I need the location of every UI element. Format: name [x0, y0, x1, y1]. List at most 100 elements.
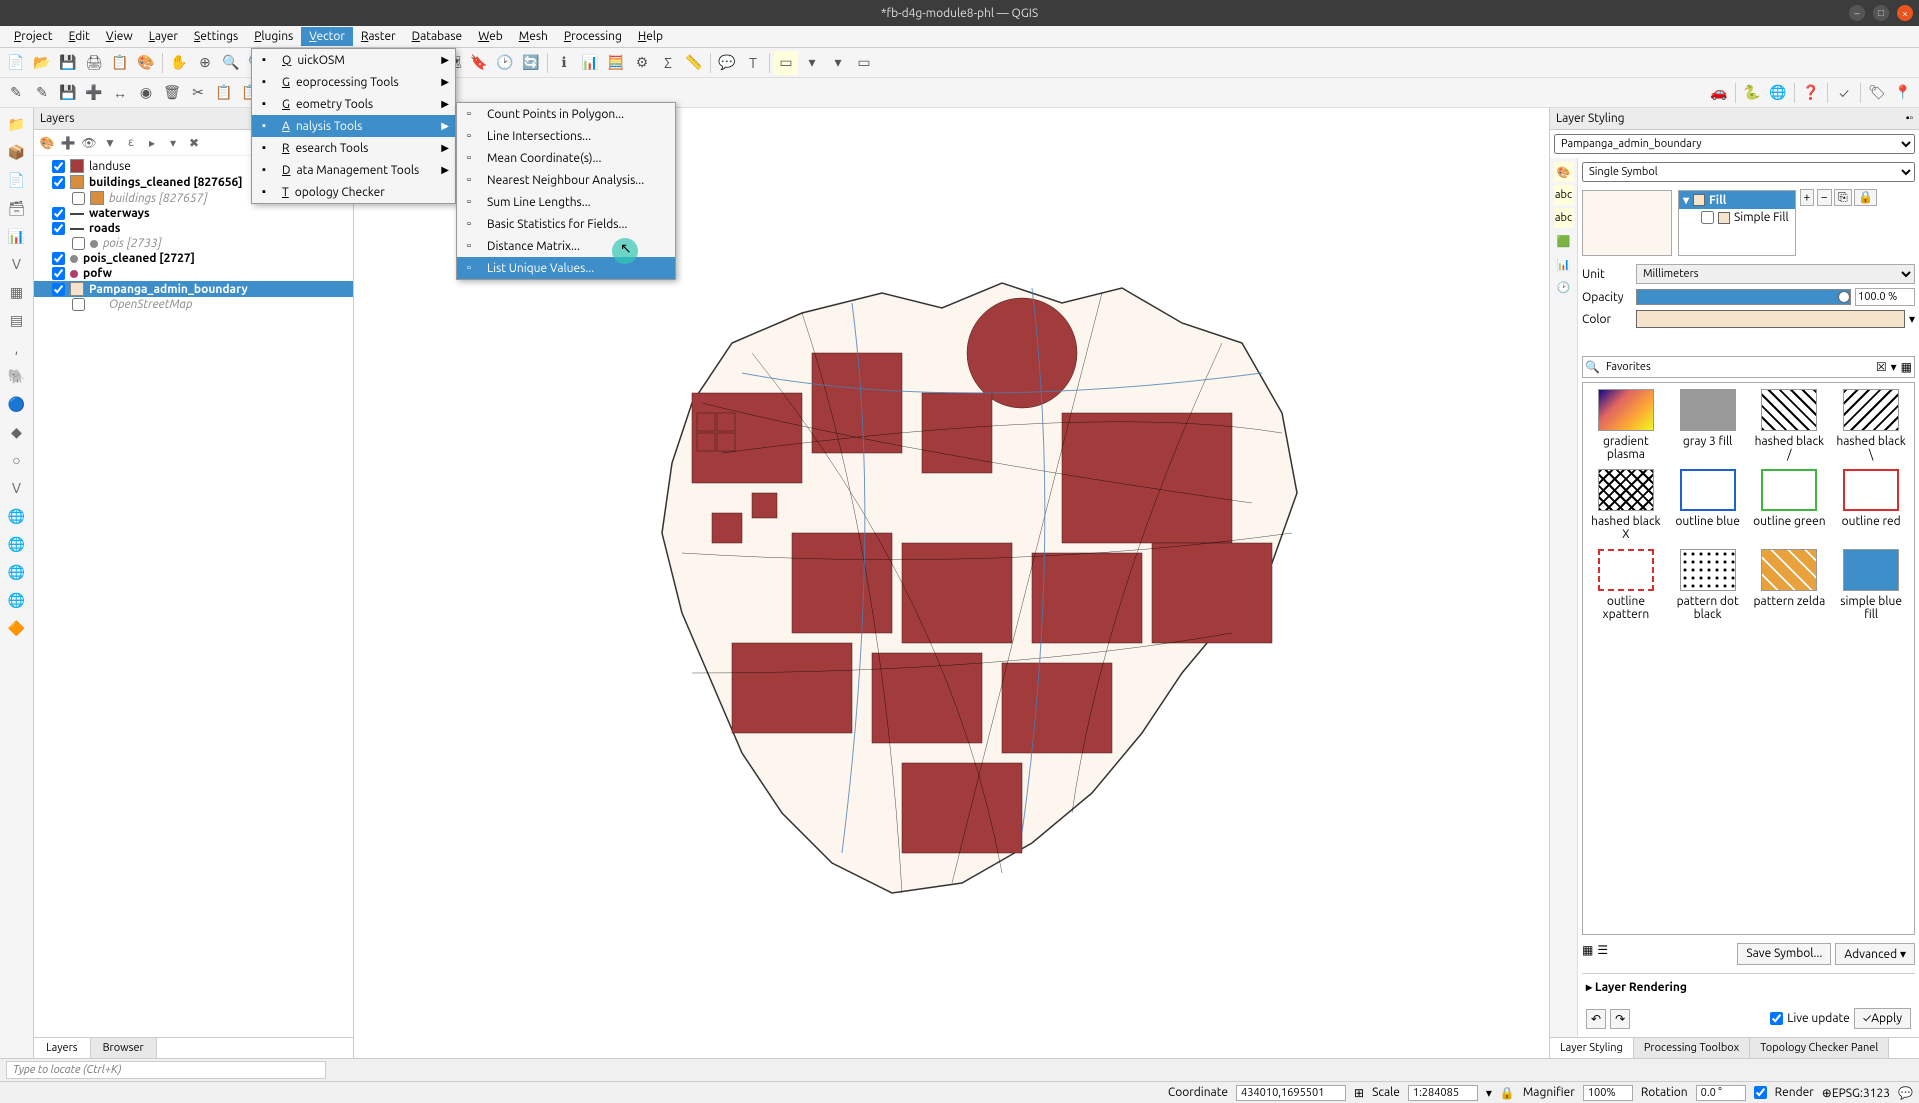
layer-collapse-icon[interactable]: ▾: [164, 134, 182, 152]
new-virtual-icon[interactable]: 📊: [5, 224, 29, 248]
extent-icon[interactable]: ⊞: [1354, 1086, 1364, 1100]
menu-plugins[interactable]: Plugins: [246, 27, 301, 46]
layer-visibility-icon[interactable]: 👁: [80, 134, 98, 152]
opacity-input[interactable]: [1855, 288, 1915, 306]
layer-remove-icon[interactable]: ✖: [185, 134, 203, 152]
open-data-source-icon[interactable]: 📁: [5, 112, 29, 136]
copy-features-icon[interactable]: 📋: [212, 81, 236, 105]
scale-input[interactable]: [1408, 1085, 1478, 1101]
favorites-search[interactable]: [1604, 359, 1872, 375]
undo-style-icon[interactable]: ↶: [1586, 1009, 1606, 1029]
layer-item[interactable]: pois_cleaned [2727]: [34, 251, 353, 266]
styling-tab[interactable]: Topology Checker Panel: [1750, 1038, 1889, 1058]
fill-layers[interactable]: ▾Fill Simple Fill: [1678, 190, 1796, 256]
add-spatialite-icon[interactable]: 🔵: [5, 392, 29, 416]
add-delimited-icon[interactable]: ,: [5, 336, 29, 360]
add-mesh-icon[interactable]: ▤: [5, 308, 29, 332]
vector-menu-item[interactable]: ▪Research Tools▶: [252, 137, 455, 159]
favorite-swatch[interactable]: simple blue fill: [1834, 549, 1908, 621]
analysis-menu-item[interactable]: ▫List Unique Values...: [457, 257, 675, 279]
close-button[interactable]: ×: [1897, 5, 1913, 21]
locator-input[interactable]: [6, 1061, 326, 1079]
layer-item[interactable]: OpenStreetMap: [34, 297, 353, 312]
pan-selection-icon[interactable]: ⊕: [193, 51, 217, 75]
symbol-type-select[interactable]: Single Symbol: [1582, 162, 1915, 182]
new-geopackage-icon[interactable]: 📦: [5, 140, 29, 164]
deselect-icon[interactable]: ▾: [826, 51, 850, 75]
advanced-button[interactable]: Advanced ▾: [1835, 943, 1915, 965]
minimize-button[interactable]: –: [1849, 5, 1865, 21]
styling-tab[interactable]: Layer Styling: [1550, 1038, 1634, 1058]
style-manager-icon[interactable]: 🎨: [134, 51, 158, 75]
new-shapefile-icon[interactable]: 📄: [5, 168, 29, 192]
opacity-slider[interactable]: [1636, 289, 1851, 305]
favorite-swatch[interactable]: hashed black \: [1834, 389, 1908, 461]
add-feature-icon[interactable]: ➕: [82, 81, 106, 105]
messages-icon[interactable]: 💬: [1898, 1086, 1913, 1100]
favorite-swatch[interactable]: hashed black /: [1753, 389, 1827, 461]
menu-database[interactable]: Database: [404, 27, 471, 46]
fav-list-icon[interactable]: ▦: [1582, 943, 1593, 965]
open-project-icon[interactable]: 📂: [30, 51, 54, 75]
delete-selected-icon[interactable]: 🗑: [160, 81, 184, 105]
add-oracle-icon[interactable]: ○: [5, 448, 29, 472]
layer-filter-icon[interactable]: ▼: [101, 134, 119, 152]
crs-button[interactable]: ⊕EPSG:3123: [1822, 1086, 1890, 1100]
pin-label-icon[interactable]: 📍: [1891, 81, 1915, 105]
add-symbol-layer-icon[interactable]: +: [1800, 189, 1815, 206]
help-icon[interactable]: ❓: [1799, 81, 1823, 105]
layer-item[interactable]: pofw: [34, 266, 353, 281]
styling-panel-close-icon[interactable]: ▪▫: [1906, 112, 1913, 125]
render-checkbox[interactable]: [1754, 1086, 1767, 1099]
analysis-menu-item[interactable]: ▫Count Points in Polygon...: [457, 103, 675, 125]
favorite-swatch[interactable]: outline red: [1834, 469, 1908, 541]
zoom-in-icon[interactable]: 🔍: [219, 51, 243, 75]
print-layout-icon[interactable]: 🖨: [82, 51, 106, 75]
favorite-swatch[interactable]: outline green: [1753, 469, 1827, 541]
label-tool-icon[interactable]: 🏷: [1865, 81, 1889, 105]
layer-tabs[interactable]: LayersBrowser: [34, 1037, 353, 1058]
new-bookmark-icon[interactable]: 🔖: [467, 51, 491, 75]
remove-symbol-layer-icon[interactable]: −: [1817, 189, 1832, 206]
vector-menu-item[interactable]: ▪Data Management Tools▶: [252, 159, 455, 181]
layer-tab[interactable]: Browser: [91, 1038, 157, 1058]
menu-settings[interactable]: Settings: [186, 27, 246, 46]
styling-tab[interactable]: Processing Toolbox: [1634, 1038, 1750, 1058]
lock-scale-icon[interactable]: 🔒: [1500, 1086, 1515, 1100]
layer-style-icon[interactable]: 🎨: [38, 134, 56, 152]
add-arcgis-icon[interactable]: 🔶: [5, 616, 29, 640]
select-features-icon[interactable]: ▭: [774, 51, 798, 75]
identify-icon[interactable]: ℹ: [552, 51, 576, 75]
dup-symbol-layer-icon[interactable]: ⎘: [1834, 189, 1852, 206]
3d-tab-icon[interactable]: 🟩: [1554, 231, 1574, 251]
favorite-swatch[interactable]: outline blue: [1671, 469, 1745, 541]
pan-icon[interactable]: ✋: [167, 51, 191, 75]
osm-icon[interactable]: 🚗: [1707, 81, 1731, 105]
menu-view[interactable]: View: [98, 27, 141, 46]
new-spatialite-icon[interactable]: 🗃: [5, 196, 29, 220]
field-calc-icon[interactable]: 🧮: [604, 51, 628, 75]
layer-rendering-header[interactable]: Layer Rendering: [1595, 981, 1687, 994]
menu-vector[interactable]: Vector: [301, 27, 353, 46]
maximize-button[interactable]: □: [1873, 5, 1889, 21]
node-tool-icon[interactable]: ◉: [134, 81, 158, 105]
favorite-swatch[interactable]: outline xpattern: [1589, 549, 1663, 621]
coordinate-input[interactable]: [1236, 1085, 1346, 1101]
add-vector-icon[interactable]: V: [5, 252, 29, 276]
rotation-input[interactable]: [1696, 1085, 1746, 1101]
layer-tab[interactable]: Layers: [34, 1038, 91, 1058]
menu-processing[interactable]: Processing: [556, 27, 630, 46]
favorite-swatch[interactable]: gray 3 fill: [1671, 389, 1745, 461]
favorite-swatch[interactable]: pattern zelda: [1753, 549, 1827, 621]
vector-menu-dropdown[interactable]: ▪QuickOSM▶▪Geoprocessing Tools▶▪Geometry…: [251, 48, 456, 204]
favorite-swatch[interactable]: hashed black X: [1589, 469, 1663, 541]
stats-icon[interactable]: Σ: [656, 51, 680, 75]
attribute-table-icon[interactable]: 📊: [578, 51, 602, 75]
add-xyz-icon[interactable]: 🌐: [5, 532, 29, 556]
menu-project[interactable]: Project: [6, 27, 61, 46]
text-annotation-icon[interactable]: T: [741, 51, 765, 75]
magnifier-input[interactable]: [1583, 1085, 1633, 1101]
layer-expression-icon[interactable]: ε: [122, 134, 140, 152]
add-wms-icon[interactable]: 🌐: [5, 504, 29, 528]
select-all-icon[interactable]: ▭: [852, 51, 876, 75]
